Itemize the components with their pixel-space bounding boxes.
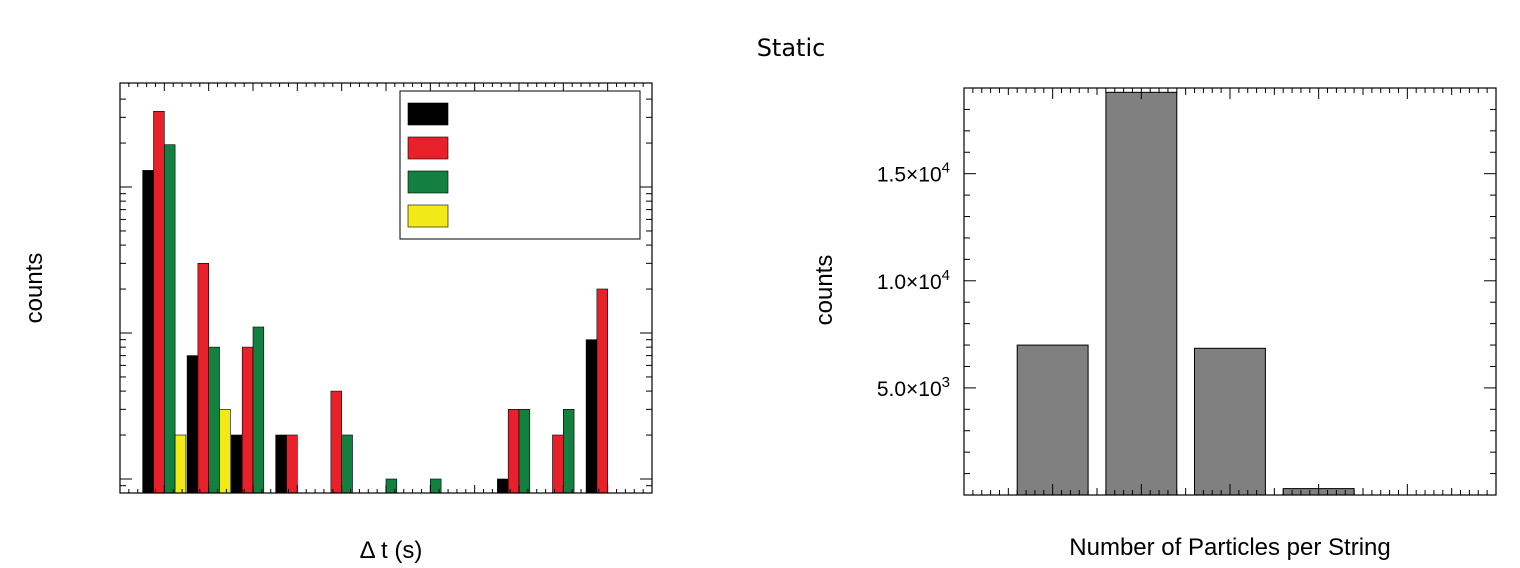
y-tick-label: 1.5×104 (877, 160, 950, 187)
y-tick-mantissa: 5.0 (877, 378, 906, 401)
y-tick-exponent: 4 (942, 160, 950, 177)
bar (286, 434, 298, 494)
figure-title: Static (757, 34, 826, 62)
legend-swatch (407, 204, 449, 228)
dt-histogram-chart: Δ t (s) counts (21, 82, 653, 564)
bar (275, 434, 287, 494)
dt-y-axis-label: counts (21, 253, 48, 324)
bar (174, 434, 187, 494)
bar (552, 434, 564, 494)
bar (231, 434, 243, 494)
bar (562, 408, 575, 494)
y-tick-times-ten: ×10 (906, 378, 942, 401)
dt-bars (142, 111, 609, 494)
pps-bars (1016, 91, 1355, 496)
bar (1016, 344, 1089, 496)
bar (208, 346, 220, 494)
bar (153, 111, 165, 494)
bar (164, 144, 176, 494)
pps-x-axis-label: Number of Particles per String (1069, 534, 1390, 561)
bar (1194, 347, 1266, 496)
pps-y-axis-label: counts (811, 255, 838, 326)
y-tick-label: 1.0×104 (877, 267, 950, 294)
bar (596, 288, 609, 494)
dt-legend (399, 90, 641, 240)
legend-swatch (407, 136, 449, 160)
dt-x-axis-label: Δ t (s) (360, 537, 423, 564)
bar (330, 390, 342, 494)
y-tick-mantissa: 1.5 (877, 164, 906, 187)
bar (142, 170, 154, 494)
y-tick-times-ten: ×10 (906, 164, 942, 187)
bar (219, 408, 231, 494)
bar (241, 346, 254, 494)
y-tick-label: 5.0×103 (877, 374, 950, 401)
dt-axis-ticks (119, 83, 653, 493)
bar (585, 339, 598, 494)
y-tick-times-ten: ×10 (906, 271, 942, 294)
y-tick-mantissa: 1.0 (877, 271, 906, 294)
bar (497, 478, 509, 494)
bar (507, 408, 520, 494)
bar (197, 262, 209, 494)
y-tick-exponent: 3 (942, 374, 950, 391)
y-tick-exponent: 4 (942, 267, 950, 284)
bar (341, 434, 353, 494)
legend-swatch (407, 170, 449, 194)
bar (252, 326, 265, 494)
bar (1105, 91, 1178, 496)
legend-swatch (407, 102, 449, 126)
bar (186, 355, 199, 494)
bar (518, 408, 531, 494)
